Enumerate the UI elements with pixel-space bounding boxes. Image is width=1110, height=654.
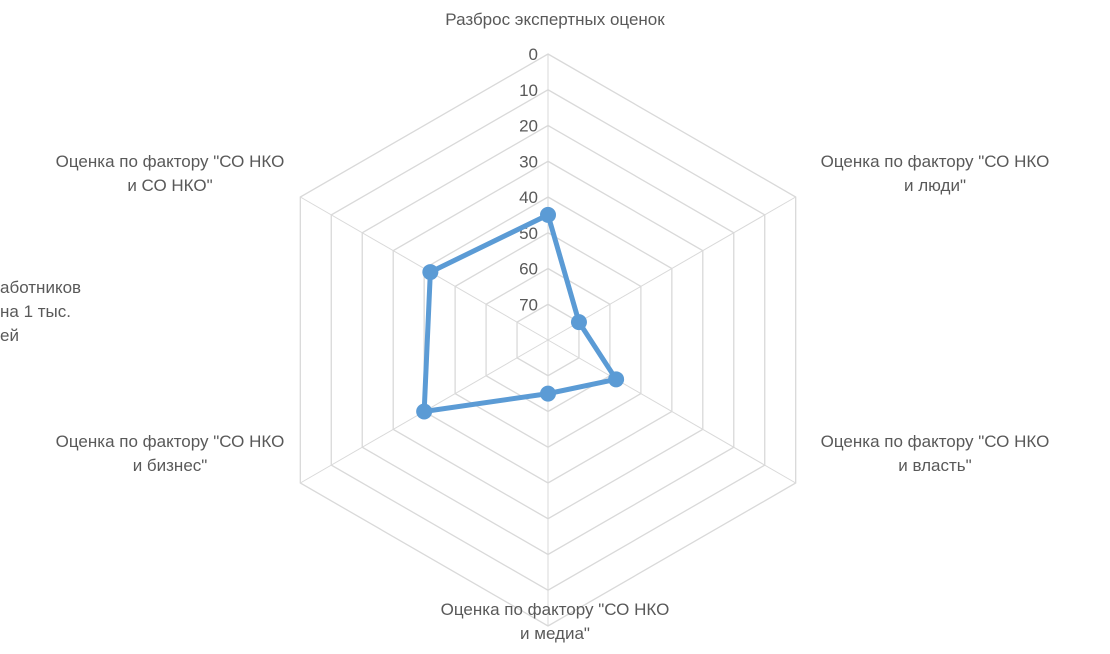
series-point [422, 264, 439, 281]
radar-gridline [485, 267, 611, 413]
series-point [608, 371, 625, 388]
category-label-5: Оценка по фактору "СО НКО и бизнес" [55, 432, 285, 475]
series-point [540, 206, 556, 223]
category-label-3: Оценка по фактору "СО НКО и власть" [820, 432, 1050, 475]
radial-tick-label: 70 [519, 295, 538, 314]
radar-grid [299, 53, 797, 627]
category-label-4: Оценка по фактору "СО НКО и медиа" [440, 600, 670, 643]
radial-tick-label: 20 [519, 117, 538, 136]
radial-tick-label: 0 [529, 45, 538, 64]
category-label-2: Оценка по фактору "СО НКО и люди" [820, 152, 1050, 195]
radial-tick-label: 40 [519, 188, 538, 207]
radar-gridline [299, 53, 797, 627]
radar-gridline [361, 124, 735, 556]
category-label-1: Разброс экспертных оценок [445, 10, 665, 29]
radial-tick-label: 60 [519, 260, 538, 279]
radar-series [416, 206, 625, 420]
series-point [570, 314, 587, 331]
radial-tick-label: 30 [519, 152, 538, 171]
radar-gridline [454, 231, 642, 449]
radar-gridline [392, 160, 704, 520]
radial-tick-label: 10 [519, 81, 538, 100]
category-label-6: Оценка по фактору "СО НКО и СО НКО" [55, 152, 285, 195]
series-point [416, 403, 433, 420]
radar-gridline [330, 88, 766, 592]
series-point [540, 385, 556, 402]
category-label-partial: аботников на 1 тыс. ей [0, 278, 82, 345]
